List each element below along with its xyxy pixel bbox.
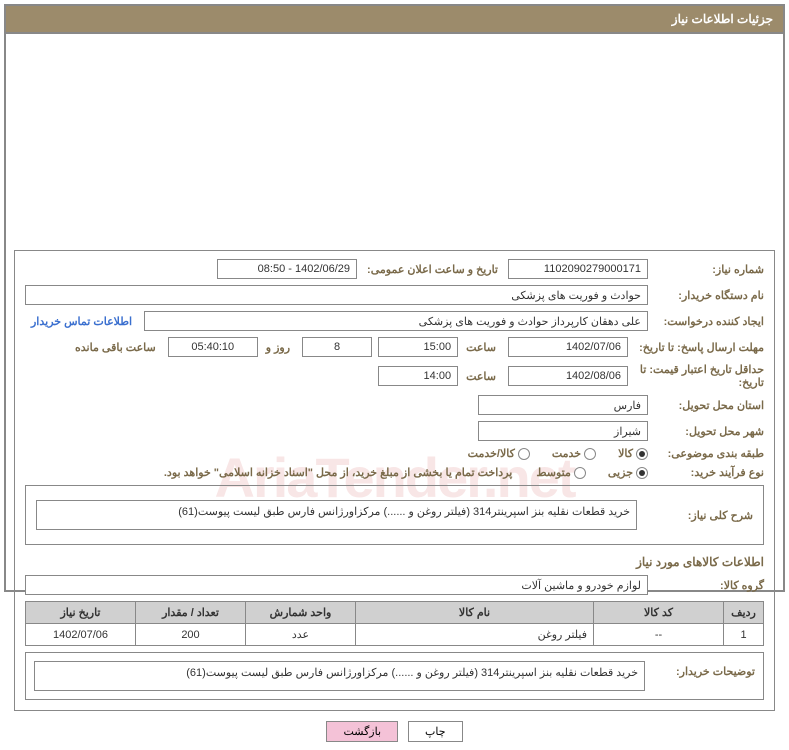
th-unit: واحد شمارش xyxy=(246,602,356,624)
ann-date-label: تاریخ و ساعت اعلان عمومی: xyxy=(363,263,502,276)
resp-deadline-label: مهلت ارسال پاسخ: تا تاریخ: xyxy=(634,341,764,354)
buyer-desc-box: توضیحات خریدار: خرید قطعات نقلیه بنز اسپ… xyxy=(25,652,764,700)
requester-label: ایجاد کننده درخواست: xyxy=(654,315,764,328)
group-label: گروه کالا: xyxy=(654,579,764,592)
radio-service[interactable]: خدمت xyxy=(552,447,596,460)
th-date: تاریخ نیاز xyxy=(26,602,136,624)
ann-date-value: 1402/06/29 - 08:50 xyxy=(217,259,357,279)
desc-label: توضیحات خریدار: xyxy=(655,661,755,691)
resp-date-value: 1402/07/06 xyxy=(508,337,628,357)
table-row: 1 -- فیلتر روغن عدد 200 1402/07/06 xyxy=(26,624,764,646)
overall-need-section: شرح کلی نیاز: خرید قطعات نقلیه بنز اسپری… xyxy=(25,485,764,545)
buyer-org-label: نام دستگاه خریدار: xyxy=(654,289,764,302)
radio-goods[interactable]: کالا xyxy=(618,447,648,460)
back-button[interactable]: بازگشت xyxy=(326,721,398,742)
province-value: فارس xyxy=(478,395,648,415)
need-no-label: شماره نیاز: xyxy=(654,263,764,276)
group-value: لوازم خودرو و ماشین آلات xyxy=(25,575,648,595)
price-time-value: 14:00 xyxy=(378,366,458,386)
days-remaining: 8 xyxy=(302,337,372,357)
cell-idx: 1 xyxy=(724,624,764,646)
cell-name: فیلتر روغن xyxy=(356,624,594,646)
resp-time-value: 15:00 xyxy=(378,337,458,357)
buy-type-radios: جزیی متوسط xyxy=(518,466,648,479)
buy-type-label: نوع فرآیند خرید: xyxy=(654,466,764,479)
time-label-1: ساعت xyxy=(464,341,502,354)
radio-medium-label: متوسط xyxy=(536,466,571,479)
radio-partial[interactable]: جزیی xyxy=(608,466,648,479)
buy-note: پرداخت تمام یا بخشی از مبلغ خرید، از محل… xyxy=(164,466,512,479)
print-button[interactable]: چاپ xyxy=(408,721,463,742)
price-valid-label: حداقل تاریخ اعتبار قیمت: تا تاریخ: xyxy=(634,363,764,389)
city-label: شهر محل تحویل: xyxy=(654,425,764,438)
th-idx: ردیف xyxy=(724,602,764,624)
radio-medium[interactable]: متوسط xyxy=(536,466,586,479)
goods-table: ردیف کد کالا نام کالا واحد شمارش تعداد /… xyxy=(25,601,764,646)
overall-text: خرید قطعات نقلیه بنز اسپرینتر314 (فیلتر … xyxy=(36,500,637,530)
remain-suffix: ساعت باقی مانده xyxy=(73,341,162,354)
cell-date: 1402/07/06 xyxy=(26,624,136,646)
radio-service-label: خدمت xyxy=(552,447,581,460)
subject-cat-radios: کالا خدمت کالا/خدمت xyxy=(450,447,648,460)
th-code: کد کالا xyxy=(594,602,724,624)
countdown-value: 05:40:10 xyxy=(168,337,258,357)
cell-unit: عدد xyxy=(246,624,356,646)
radio-goods-label: کالا xyxy=(618,447,633,460)
page-title-bar: جزئیات اطلاعات نیاز xyxy=(6,6,783,34)
main-form-panel: شماره نیاز: 1102090279000171 تاریخ و ساع… xyxy=(14,250,775,711)
buyer-org-value: حوادث و فوریت های پزشکی xyxy=(25,285,648,305)
radio-partial-label: جزیی xyxy=(608,466,633,479)
radio-both-label: کالا/خدمت xyxy=(468,447,515,460)
time-label-2: ساعت xyxy=(464,370,502,383)
desc-text: خرید قطعات نقلیه بنز اسپرینتر314 (فیلتر … xyxy=(34,661,645,691)
days-and-label: روز و xyxy=(264,341,296,354)
cell-code: -- xyxy=(594,624,724,646)
cell-qty: 200 xyxy=(136,624,246,646)
subject-cat-label: طبقه بندی موضوعی: xyxy=(654,447,764,460)
city-value: شیراز xyxy=(478,421,648,441)
page-title: جزئیات اطلاعات نیاز xyxy=(672,12,773,26)
overall-label: شرح کلی نیاز: xyxy=(643,509,753,522)
need-no-value: 1102090279000171 xyxy=(508,259,648,279)
th-qty: تعداد / مقدار xyxy=(136,602,246,624)
radio-both[interactable]: کالا/خدمت xyxy=(468,447,530,460)
goods-info-title: اطلاعات کالاهای مورد نیاز xyxy=(25,555,764,569)
buyer-contact-link[interactable]: اطلاعات تماس خریدار xyxy=(25,315,138,328)
requester-value: علی دهقان کارپرداز حوادث و فوریت های پزش… xyxy=(144,311,648,331)
province-label: استان محل تحویل: xyxy=(654,399,764,412)
th-name: نام کالا xyxy=(356,602,594,624)
price-date-value: 1402/08/06 xyxy=(508,366,628,386)
